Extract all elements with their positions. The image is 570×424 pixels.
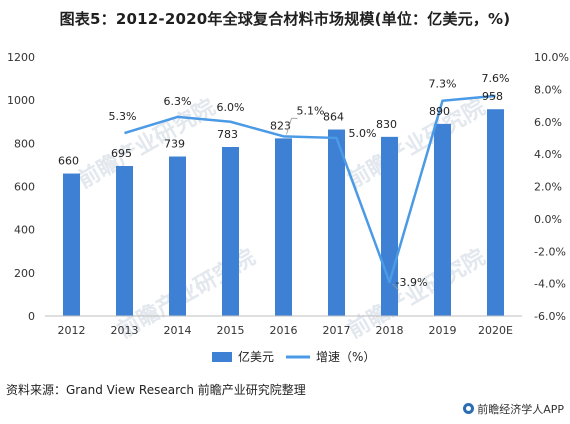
y-left-tick-label: 800: [14, 137, 35, 150]
source-note: 资料来源：Grand View Research 前瞻产业研究院整理: [6, 383, 306, 397]
growth-line: [124, 94, 496, 284]
x-tick-label: 2019: [429, 324, 457, 337]
y-left-tick-label: 1200: [7, 51, 35, 64]
y-right-tick-label: 8.0%: [534, 83, 562, 96]
line-value-label: 5.3%: [109, 110, 137, 123]
legend-label: 增速（%）: [316, 350, 375, 364]
label-leader-line: [392, 283, 399, 291]
bar: [169, 156, 186, 316]
x-tick-label: 2016: [270, 324, 298, 337]
bar: [116, 165, 133, 316]
watermark-text: 前瞻产业研究院: [73, 94, 219, 194]
y-right-tick-label: 6.0%: [534, 116, 562, 129]
bar-value-label: 958: [482, 90, 503, 103]
bar-value-label: 739: [164, 137, 185, 150]
watermark-text: 前瞻产业研究院: [343, 94, 489, 194]
legend-swatch-bars: [212, 352, 232, 362]
x-tick-label: 2014: [164, 324, 192, 337]
y-left-tick-label: 600: [14, 181, 35, 194]
line-value-label: -3.9%: [396, 276, 428, 289]
line-value-label: 5.0%: [349, 127, 377, 140]
line-value-label: 6.0%: [217, 101, 245, 114]
y-right-tick-label: -6.0%: [534, 310, 566, 323]
bar-value-label: 823: [270, 119, 291, 132]
bar: [434, 123, 451, 317]
y-left-tick-label: 0: [28, 310, 35, 323]
x-tick-label: 2018: [376, 324, 404, 337]
bar-value-label: 830: [376, 118, 397, 131]
line-value-label: 7.6%: [482, 72, 510, 85]
x-tick-label: 2017: [323, 324, 351, 337]
brand-logo-icon: [463, 403, 475, 414]
line-value-label: 6.3%: [164, 95, 192, 108]
x-tick-label: 2012: [58, 324, 86, 337]
bar: [381, 136, 398, 316]
bar: [487, 109, 504, 317]
bar-value-label: 660: [58, 155, 79, 168]
bar-value-label: 783: [217, 128, 238, 141]
bar: [222, 147, 239, 316]
x-tick-label: 2015: [217, 324, 245, 337]
y-right-tick-label: -2.0%: [534, 245, 566, 258]
x-tick-label: 2013: [111, 324, 139, 337]
app-credit: 前瞻经济学人APP: [463, 401, 564, 417]
line-value-label: 7.3%: [429, 78, 457, 91]
y-right-tick-label: 2.0%: [534, 181, 562, 194]
app-credit-text: 前瞻经济学人APP: [477, 403, 564, 416]
bar-value-label: 890: [429, 105, 450, 118]
y-left-tick-label: 400: [14, 224, 35, 237]
bar: [328, 129, 345, 316]
bar-value-label: 864: [323, 111, 344, 124]
label-leader-line: [286, 117, 298, 135]
y-right-tick-label: 4.0%: [534, 148, 562, 161]
bar-value-label: 695: [111, 147, 132, 160]
x-tick-label: 2020E: [478, 324, 513, 337]
bar: [275, 138, 292, 316]
line-value-label: 5.1%: [297, 104, 325, 117]
y-left-tick-label: 1000: [7, 94, 35, 107]
legend-label: 亿美元: [238, 349, 274, 364]
bar: [63, 173, 80, 316]
y-right-tick-label: 0.0%: [534, 213, 562, 226]
y-right-tick-label: -4.0%: [534, 278, 566, 291]
chart-title: 图表5：2012-2020年全球复合材料市场规模(单位：亿美元，%): [59, 10, 511, 28]
watermark-text: 前瞻产业研究院: [343, 244, 489, 344]
y-right-tick-label: 10.0%: [534, 51, 569, 64]
y-left-tick-label: 200: [14, 267, 35, 280]
